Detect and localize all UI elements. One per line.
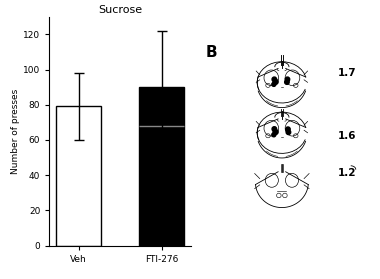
Circle shape <box>272 133 276 137</box>
Circle shape <box>272 82 276 86</box>
Circle shape <box>285 80 289 84</box>
Y-axis label: Number of presses: Number of presses <box>11 88 21 174</box>
Circle shape <box>272 77 277 81</box>
Text: B: B <box>206 45 217 60</box>
Bar <box>139 87 184 246</box>
Circle shape <box>273 129 278 134</box>
Text: 1.2: 1.2 <box>338 169 357 179</box>
Circle shape <box>286 127 290 131</box>
Circle shape <box>273 79 278 84</box>
Circle shape <box>272 127 277 131</box>
Text: 1.7: 1.7 <box>338 68 357 78</box>
Bar <box>56 107 101 246</box>
Circle shape <box>286 130 291 134</box>
Title: Sucrose: Sucrose <box>98 4 142 15</box>
Circle shape <box>285 77 290 81</box>
Text: 1.6: 1.6 <box>338 131 357 141</box>
